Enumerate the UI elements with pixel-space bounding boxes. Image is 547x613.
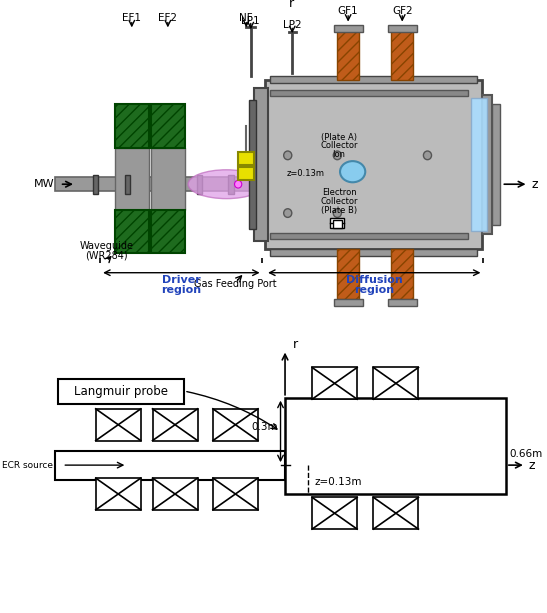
Bar: [374, 367, 418, 399]
Bar: [334, 25, 363, 32]
Bar: [481, 95, 492, 234]
Bar: [312, 497, 357, 529]
Bar: [388, 299, 417, 306]
Text: NF: NF: [240, 13, 253, 23]
Bar: [270, 90, 468, 96]
Text: EF2: EF2: [158, 13, 177, 23]
Text: Electron: Electron: [322, 188, 357, 197]
Text: region: region: [161, 285, 201, 295]
Bar: [93, 175, 98, 194]
Text: z: z: [531, 178, 538, 191]
Bar: [213, 478, 258, 510]
Text: Driver: Driver: [162, 275, 201, 286]
Bar: [96, 409, 141, 441]
Text: Collector: Collector: [321, 141, 358, 150]
Bar: [265, 80, 481, 249]
Ellipse shape: [333, 151, 341, 159]
Text: LP2: LP2: [283, 20, 301, 31]
Text: 0.66m: 0.66m: [509, 449, 543, 459]
Text: Collector: Collector: [321, 197, 358, 206]
Text: Diffusion: Diffusion: [346, 275, 403, 286]
Bar: [125, 175, 130, 194]
Ellipse shape: [333, 209, 341, 218]
Bar: [197, 175, 202, 194]
Text: z=0.13m: z=0.13m: [315, 478, 362, 487]
Text: ECR source: ECR source: [2, 460, 54, 470]
Ellipse shape: [340, 161, 365, 182]
Bar: [270, 234, 468, 239]
Text: (Plate B): (Plate B): [321, 206, 357, 215]
Bar: [337, 249, 359, 299]
Text: Gas Feeding Port: Gas Feeding Port: [194, 280, 277, 289]
Bar: [228, 175, 234, 194]
Bar: [55, 178, 263, 191]
Text: LP1: LP1: [241, 16, 260, 26]
Text: Langmuir probe: Langmuir probe: [74, 384, 168, 398]
Text: MW: MW: [33, 179, 54, 189]
Text: r: r: [289, 0, 294, 10]
Text: (Plate A): (Plate A): [321, 132, 357, 142]
Bar: [285, 398, 506, 494]
Bar: [151, 148, 185, 210]
Bar: [238, 151, 254, 165]
Text: (WR284): (WR284): [85, 250, 128, 261]
Ellipse shape: [423, 151, 432, 159]
Text: region: region: [354, 285, 394, 295]
Ellipse shape: [188, 170, 265, 199]
Bar: [334, 299, 363, 306]
Bar: [249, 99, 256, 229]
Bar: [333, 220, 342, 227]
Bar: [151, 210, 185, 254]
Bar: [55, 451, 285, 479]
Text: 0.3m: 0.3m: [251, 422, 278, 432]
Text: r: r: [293, 338, 299, 351]
Text: z: z: [528, 459, 535, 471]
Text: GF2: GF2: [392, 6, 412, 16]
Bar: [392, 30, 413, 80]
Text: GF1: GF1: [338, 6, 358, 16]
Bar: [96, 478, 141, 510]
Bar: [254, 88, 268, 241]
Text: EF1: EF1: [123, 13, 141, 23]
Bar: [270, 249, 477, 256]
Bar: [471, 97, 487, 231]
Bar: [58, 379, 184, 403]
Text: z=0.13m: z=0.13m: [287, 169, 325, 178]
Bar: [492, 104, 499, 224]
Ellipse shape: [284, 151, 292, 159]
Text: Ion: Ion: [333, 150, 346, 159]
Bar: [312, 367, 357, 399]
Bar: [213, 409, 258, 441]
Bar: [153, 478, 197, 510]
Bar: [374, 497, 418, 529]
Ellipse shape: [235, 180, 242, 188]
Bar: [115, 210, 149, 254]
Bar: [153, 409, 197, 441]
Bar: [238, 167, 254, 180]
Bar: [115, 148, 149, 210]
Text: Waveguide: Waveguide: [79, 241, 133, 251]
Bar: [330, 218, 344, 227]
Bar: [392, 249, 413, 299]
Ellipse shape: [284, 209, 292, 218]
Bar: [337, 30, 359, 80]
Bar: [388, 25, 417, 32]
Bar: [270, 75, 477, 83]
Bar: [115, 104, 149, 148]
Bar: [151, 104, 185, 148]
